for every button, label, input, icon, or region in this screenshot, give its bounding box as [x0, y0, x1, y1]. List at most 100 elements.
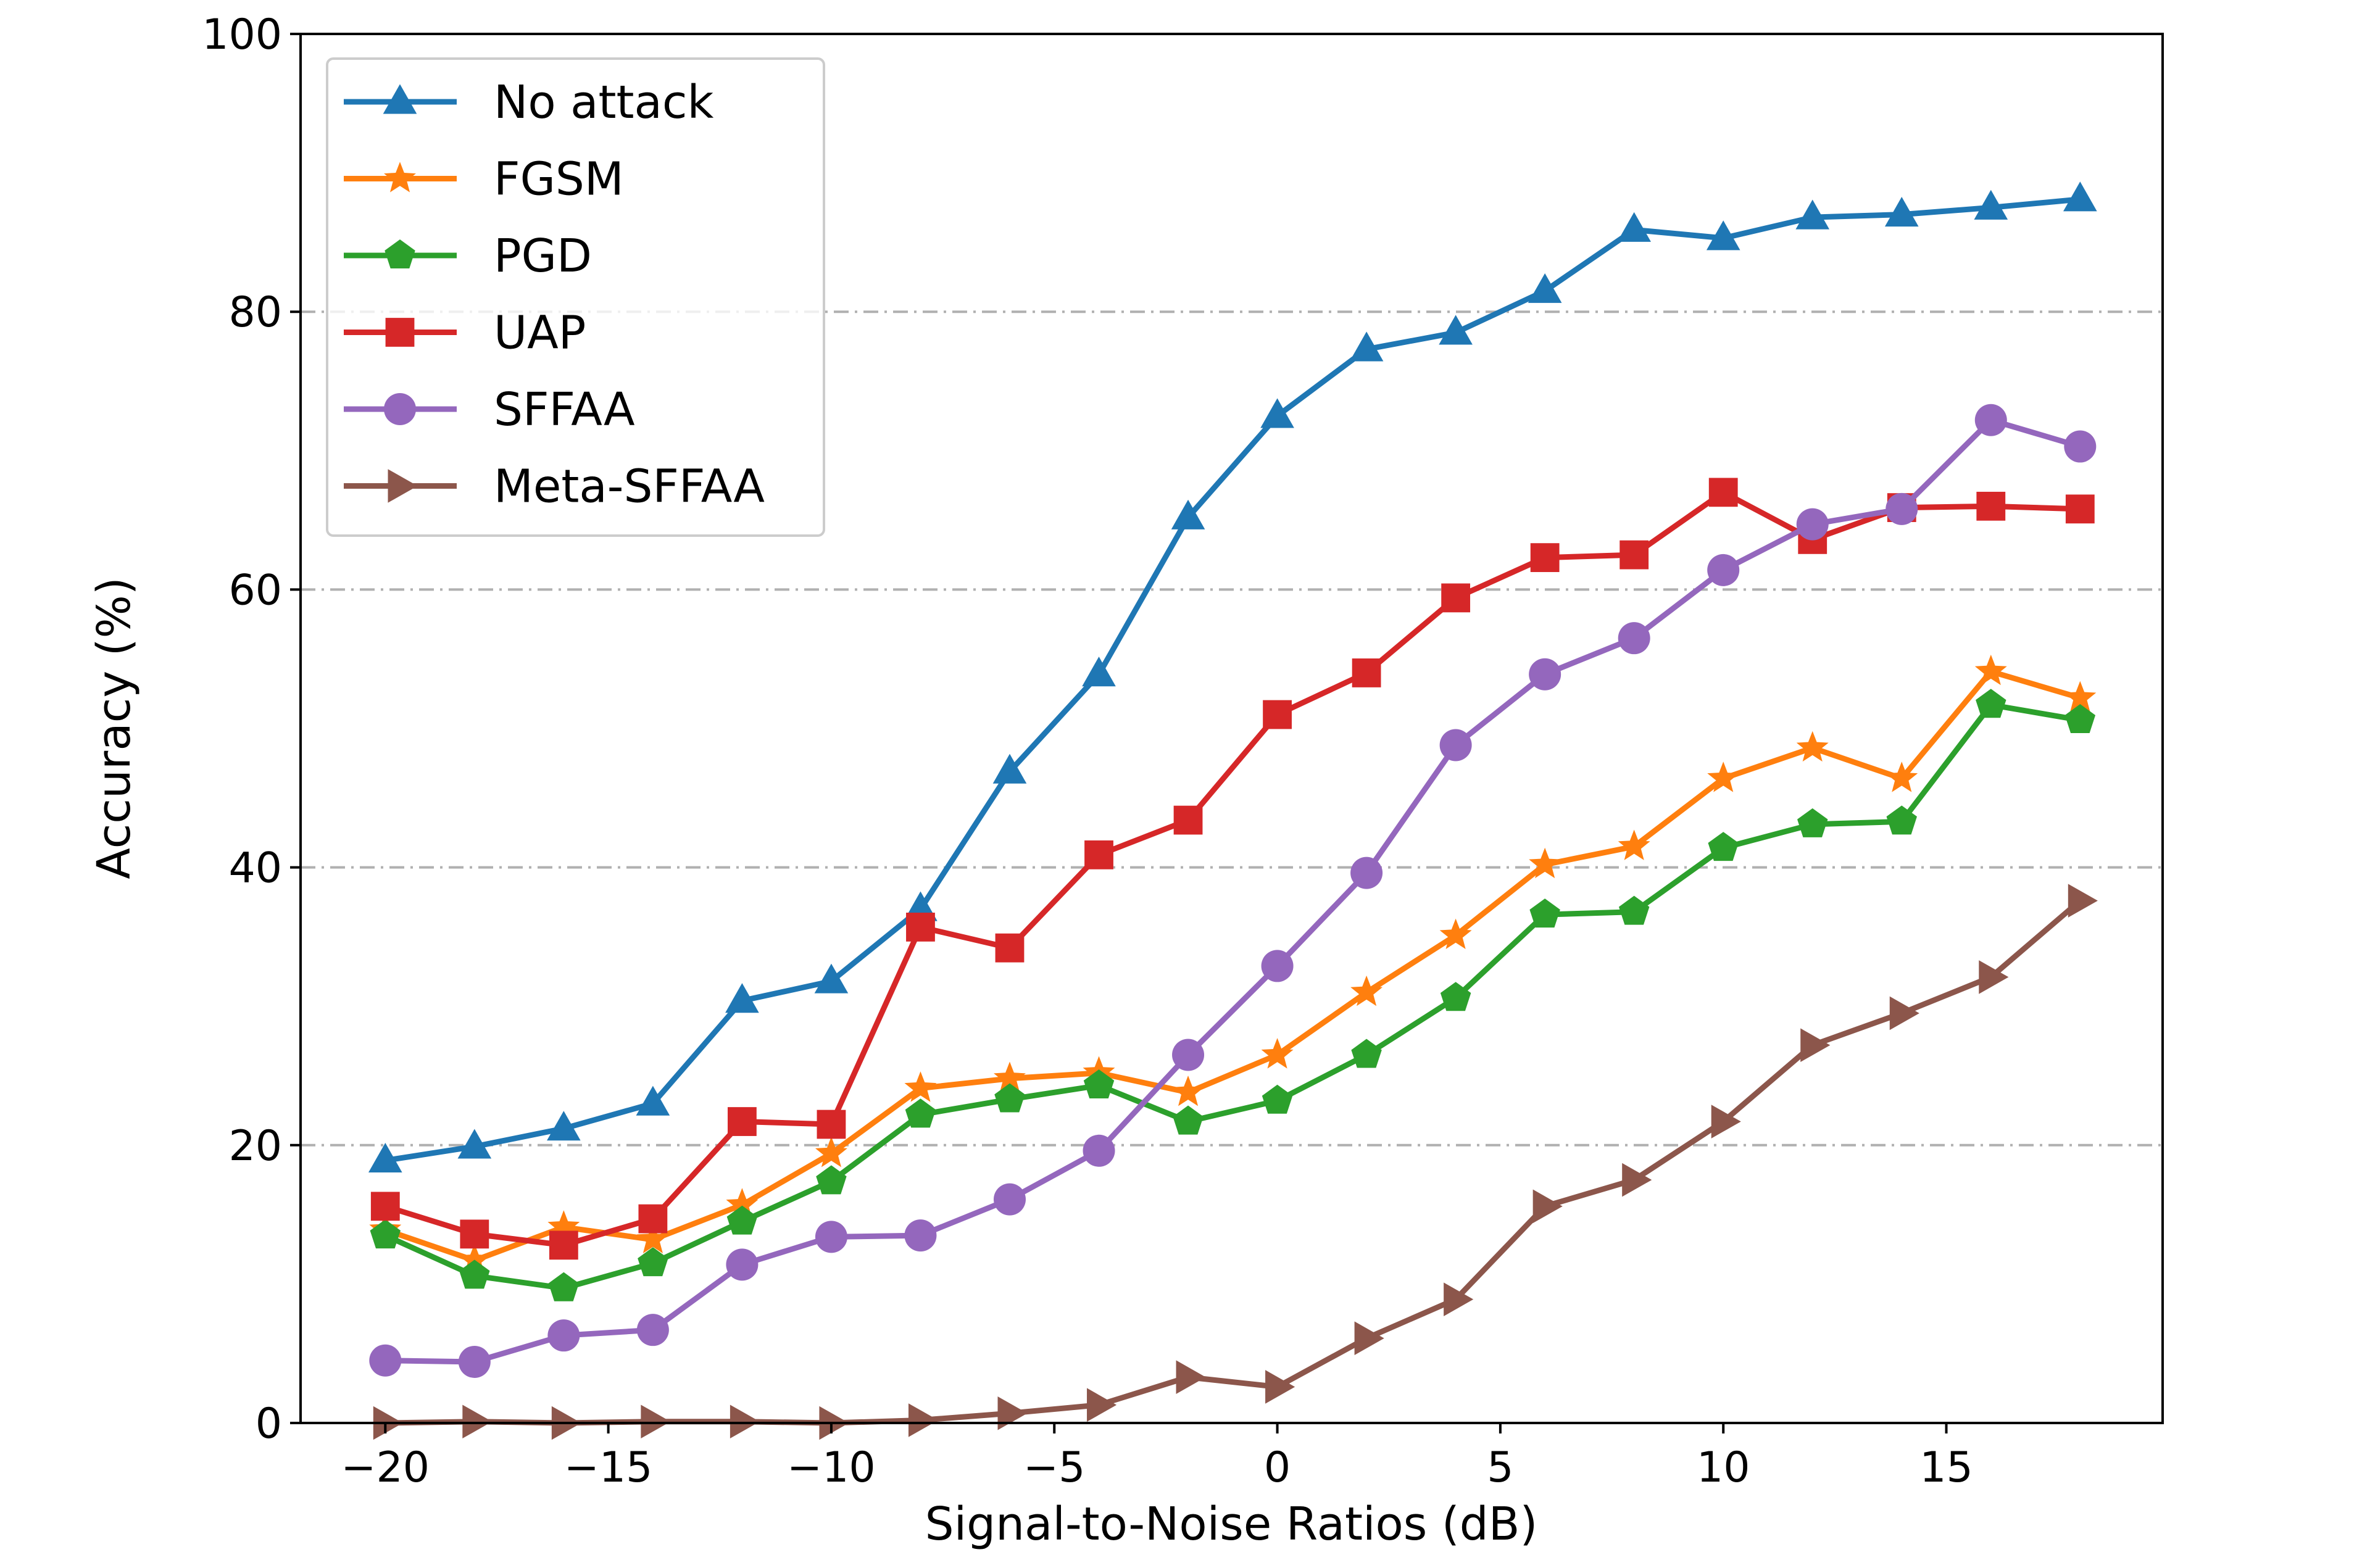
- data-point: [1974, 654, 2007, 686]
- x-tick-label: −5: [1023, 1443, 1085, 1492]
- data-point: [814, 963, 849, 993]
- data-point: [2064, 681, 2097, 712]
- y-tick-label: 60: [228, 566, 282, 615]
- data-point: [906, 912, 935, 942]
- data-point: [1529, 658, 1561, 691]
- x-tick-label: 10: [1697, 1443, 1750, 1492]
- data-point: [1530, 543, 1560, 573]
- data-point: [549, 1230, 578, 1260]
- x-tick-label: −10: [787, 1443, 876, 1492]
- data-point: [993, 1183, 1026, 1216]
- data-point: [2065, 494, 2095, 524]
- plot-frame: [299, 33, 2164, 1424]
- data-point: [547, 1111, 581, 1141]
- data-point: [815, 1137, 847, 1168]
- legend-marker: [388, 469, 418, 503]
- series-no-attack: [368, 181, 2097, 1173]
- data-point: [1176, 1360, 1206, 1395]
- y-tick-label: 80: [228, 288, 282, 337]
- data-point: [2064, 703, 2096, 734]
- x-axis-label: Signal-to-Noise Ratios (dB): [925, 1498, 1538, 1551]
- legend-marker: [385, 239, 415, 269]
- data-point: [462, 1404, 493, 1439]
- data-point: [370, 1219, 401, 1249]
- data-point: [1439, 918, 1472, 949]
- y-tick-label: 0: [256, 1400, 282, 1448]
- data-point: [1260, 398, 1294, 428]
- data-point: [816, 1165, 847, 1195]
- data-point: [1350, 857, 1383, 889]
- data-point: [638, 1247, 668, 1277]
- data-point: [1082, 657, 1116, 687]
- data-point: [1622, 1163, 1652, 1197]
- x-tick-label: −15: [564, 1443, 653, 1492]
- data-point: [1796, 508, 1829, 541]
- legend-marker: [385, 318, 415, 347]
- data-point: [905, 1098, 936, 1128]
- data-point: [368, 1142, 402, 1173]
- y-axis-label: Accuracy (%): [88, 577, 141, 879]
- data-point: [1886, 805, 1917, 835]
- data-point: [1529, 847, 1561, 879]
- data-point: [1979, 960, 2009, 994]
- series-fgsm: [369, 654, 2097, 1274]
- data-point: [1800, 1028, 1831, 1063]
- data-point: [995, 933, 1025, 963]
- data-point: [726, 1248, 759, 1281]
- data-point: [457, 1129, 492, 1159]
- data-point: [459, 1259, 490, 1289]
- data-point: [641, 1404, 671, 1439]
- data-point: [1261, 1038, 1294, 1069]
- data-point: [1711, 1105, 1741, 1139]
- x-tick-label: 15: [1919, 1443, 1973, 1492]
- series-pgd: [370, 689, 2096, 1301]
- data-point: [815, 1221, 847, 1253]
- series-line: [384, 702, 2081, 1292]
- series-line: [385, 196, 2081, 1164]
- legend-label: SFFAA: [494, 383, 635, 436]
- data-point: [1350, 975, 1383, 1006]
- data-point: [1083, 1134, 1115, 1167]
- data-point: [638, 1204, 668, 1234]
- data-point: [1265, 1370, 1295, 1404]
- data-point: [994, 1083, 1025, 1113]
- data-point: [1440, 982, 1471, 1011]
- data-point: [1532, 1189, 1563, 1224]
- data-point: [1444, 1282, 1474, 1316]
- data-point: [992, 753, 1027, 784]
- data-point: [636, 1085, 670, 1116]
- data-point: [458, 1243, 491, 1274]
- legend-label: FGSM: [494, 153, 624, 206]
- data-point: [1618, 895, 1650, 925]
- legend-marker: [383, 84, 417, 114]
- series-line: [385, 898, 2082, 1426]
- data-point: [1884, 197, 1919, 227]
- data-point: [370, 1192, 400, 1221]
- x-tick-label: 0: [1264, 1443, 1291, 1492]
- series-uap: [370, 478, 2095, 1260]
- legend-label: Meta-SFFAA: [494, 460, 765, 513]
- y-tick-label: 40: [228, 844, 282, 893]
- data-point: [1172, 1075, 1205, 1106]
- data-point: [458, 1345, 491, 1378]
- data-point: [994, 1061, 1026, 1092]
- data-point: [636, 1222, 669, 1253]
- data-point: [2064, 430, 2097, 463]
- data-point: [1351, 1039, 1382, 1068]
- data-point: [730, 1404, 760, 1439]
- data-point: [1796, 731, 1829, 762]
- data-point: [1797, 808, 1828, 837]
- legend-label: UAP: [494, 307, 586, 360]
- data-point: [904, 1219, 937, 1252]
- data-point: [904, 1071, 937, 1102]
- axis-ticks: 0 20 40 60 80 100 −20 −15 −10 −5 0 5 10 15: [202, 10, 1973, 1492]
- data-point: [817, 1110, 846, 1139]
- data-point: [1529, 898, 1560, 928]
- data-point: [1795, 199, 1830, 230]
- data-point: [1263, 700, 1292, 729]
- data-point: [726, 1205, 758, 1235]
- data-point: [728, 1107, 757, 1136]
- data-point: [1708, 832, 1739, 861]
- data-point: [1352, 658, 1381, 687]
